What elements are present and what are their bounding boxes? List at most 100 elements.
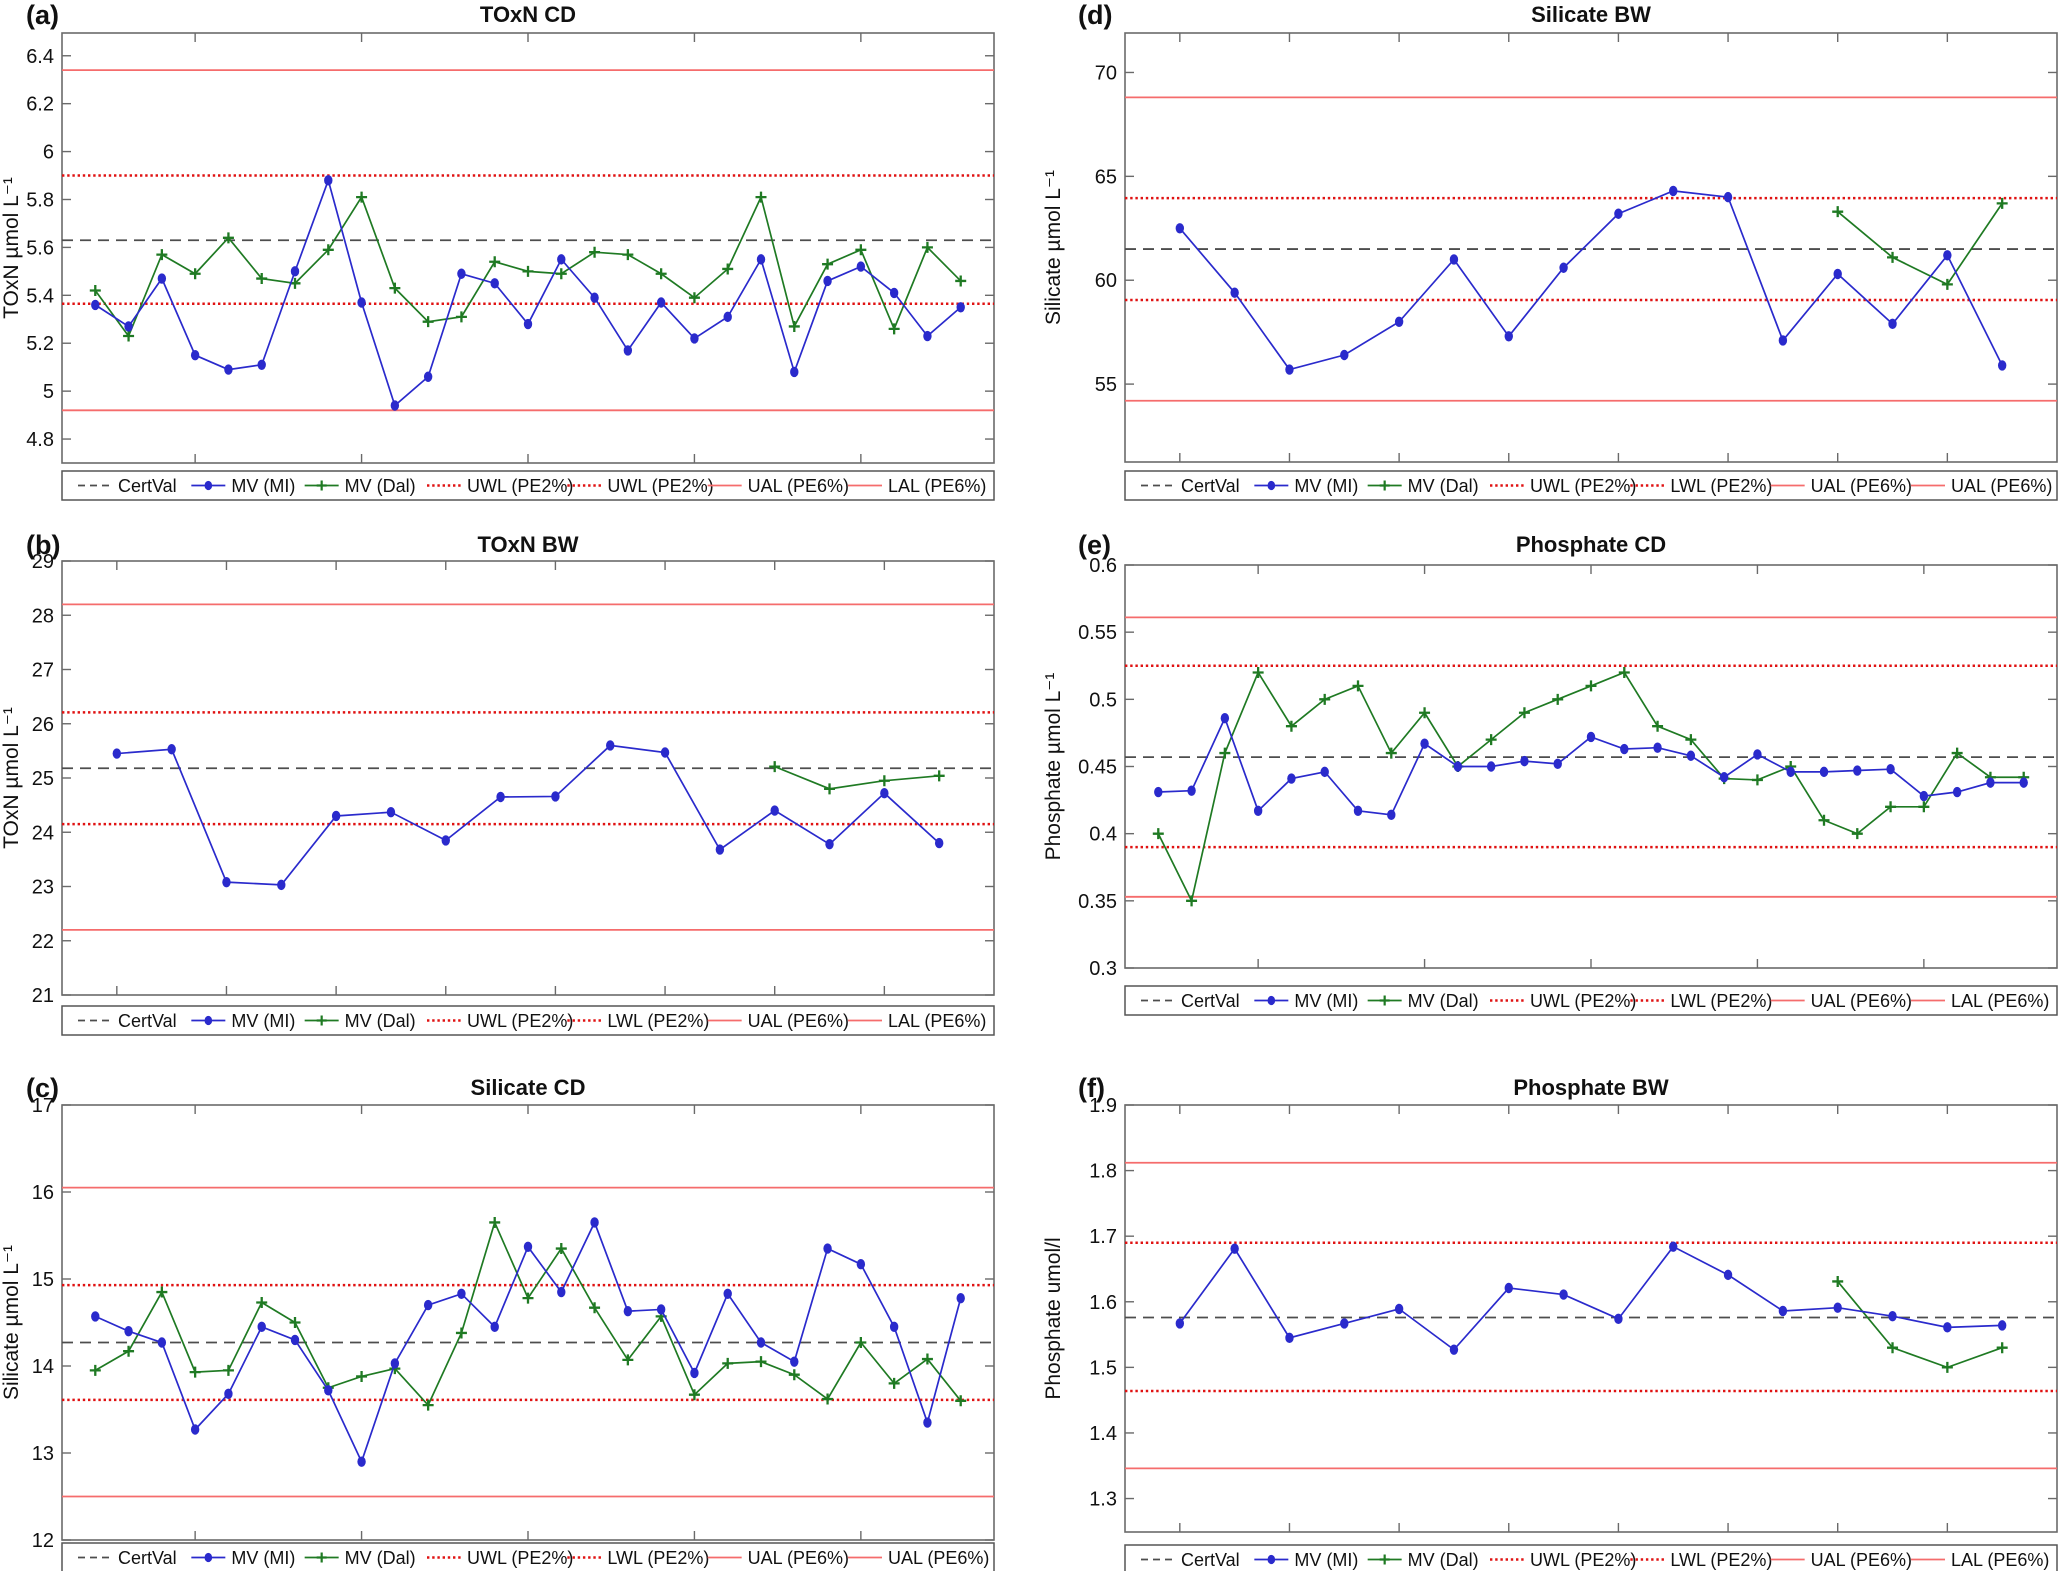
legend-item: MV (Dal) [304,1011,416,1031]
series-line-dal [1837,1280,2003,1369]
data-point-dal [1186,895,1198,907]
y-tick-label: 0.3 [1089,958,1117,980]
y-tick-label: 0.35 [1078,891,1117,913]
data-point-dal [888,1377,900,1389]
data-point-mi [956,302,965,313]
data-point-dal [222,232,234,244]
data-point-dal [888,323,900,335]
data-point-mi [590,292,599,303]
data-point-mi [277,879,286,891]
data-point-mi [490,278,499,289]
legend-item: MV (MI) [191,1011,295,1031]
data-point-dal [722,1357,734,1369]
data-point-dal [1585,680,1597,692]
data-point-dal [1552,693,1564,705]
data-point-mi [2019,777,2028,788]
data-point-mi [923,1417,932,1428]
data-point-dal [1485,734,1497,746]
legend-label: MV (MI) [1294,991,1358,1011]
y-tick-label: 5 [43,381,54,403]
legend-label: UAL (PE6%) [1811,991,1912,1011]
data-point-mi [1285,364,1294,375]
legend-label: UAL (PE6%) [748,1011,849,1031]
data-point-mi [490,1321,499,1333]
data-point-dal [688,292,700,304]
legend-label: LAL (PE6%) [1951,991,2049,1011]
data-point-dal [1385,747,1397,759]
y-tick-label: 1.6 [1089,1292,1117,1314]
y-axis-label: Phosphate umol/l [1042,1237,1065,1399]
data-point-mi [1669,185,1678,197]
legend-item: MV (MI) [1254,476,1358,496]
data-point-dal [921,1353,933,1365]
legend-mi-marker [204,480,213,491]
panel-letter: (e) [1078,530,1111,560]
y-tick-label: 1.7 [1089,1226,1117,1248]
legend-label: MV (MI) [231,1011,295,1031]
legend-mi-marker [1267,1554,1276,1565]
data-point-mi [934,837,944,849]
data-point-mi [1943,250,1952,261]
data-point-dal [755,191,767,203]
legend-item: UAL (PE6%) [1770,991,1912,1011]
y-tick-label: 12 [32,1530,54,1552]
data-point-dal [622,249,634,261]
legend-label: UAL (PE6%) [888,1548,989,1568]
data-point-dal [1285,720,1297,732]
y-tick-label: 0.5 [1089,689,1117,711]
data-point-mi [167,744,176,755]
plot-box [1124,564,2058,969]
data-point-dal [422,316,434,328]
y-axis-label: Silicate µmol L⁻¹ [1042,170,1065,325]
panel-title: TOxN CD [480,2,576,27]
data-point-mi [157,1337,167,1348]
data-point-mi [1230,287,1239,298]
data-point-mi [1320,766,1329,778]
data-point-mi [324,1385,333,1396]
data-point-dal [123,1345,135,1357]
data-point-mi [1387,809,1396,821]
legend-item: UWL (PE2%) [427,476,573,496]
legend: CertVal MV (MI) MV (Dal) UWL (PE2%) LWL (PE2… [1124,470,2058,501]
legend-label: CertVal [1181,476,1240,496]
data-point-mi [257,359,266,370]
y-tick-label: 22 [32,931,54,953]
data-point-dal [455,311,467,323]
legend-label: LWL (PE2%) [1670,991,1772,1011]
data-point-dal [1941,278,1953,290]
legend-item: MV (Dal) [1367,1550,1479,1570]
data-point-mi [523,1241,533,1253]
legend-item: MV (MI) [1254,1550,1358,1570]
data-point-dal [933,770,945,782]
data-point-dal [1996,197,2008,209]
legend-label: MV (Dal) [345,1548,416,1568]
legend-dal-marker [316,480,327,491]
data-point-mi [1420,738,1429,749]
data-point-dal [1352,680,1364,692]
legend-item: UAL (PE6%) [707,476,849,496]
y-axis-label: Phosphate µmol L⁻¹ [1042,673,1065,861]
legend-label: LWL (PE2%) [607,1011,709,1031]
data-point-mi [1653,742,1662,753]
data-point-dal [855,1337,867,1349]
data-point-mi [1553,758,1562,770]
legend: CertVal MV (MI) MV (Dal) UWL (PE2%) LWL (PE2… [61,1005,995,1036]
legend-item: LAL (PE6%) [1911,1550,2049,1570]
data-point-mi [623,1305,633,1317]
series-line-dal [1837,202,2003,286]
data-point-mi [1520,755,1529,767]
panel-title: Phosphate BW [1513,1075,1668,1100]
data-point-dal [688,1389,700,1401]
y-tick-label: 15 [32,1269,54,1291]
data-point-mi [856,1259,866,1270]
data-point-dal [555,1243,567,1255]
data-point-mi [1340,349,1349,361]
y-tick-label: 5.2 [26,333,54,355]
data-point-dal [89,285,101,297]
legend-item: UWL (PE2%) [1490,991,1636,1011]
y-tick-label: 16 [32,1182,54,1204]
chart-panel-e: (e) Phosphate CD 0.3 0.35 0.4 0.45 0.5 0.55 0.6 P… [1042,530,2058,1016]
data-point-dal [1941,1361,1953,1373]
data-point-dal [156,1286,168,1298]
